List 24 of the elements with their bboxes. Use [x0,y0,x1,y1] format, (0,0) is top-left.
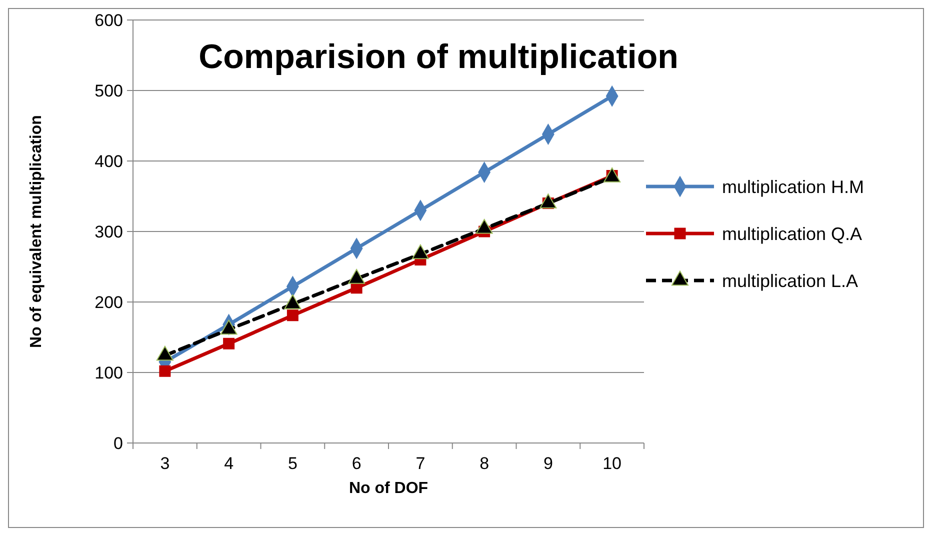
x-axis-title: No of DOF [348,480,428,497]
y-tick-label: 500 [94,81,123,100]
legend-label: multiplication H.M [722,176,864,197]
y-tick-label: 0 [114,434,123,453]
y-tick-label: 200 [94,292,123,312]
y-tick-label: 600 [94,10,123,30]
y-axis-title: No of equivalent multiplication [28,115,45,348]
x-tick-label: 9 [543,454,553,473]
legend-label: multiplication Q.A [722,224,862,244]
x-tick-label: 8 [480,454,490,473]
x-tick-label: 10 [602,454,622,473]
x-tick-label: 6 [352,454,362,473]
point [223,338,235,350]
x-tick-label: 7 [416,454,426,473]
x-tick-label: 5 [288,454,298,473]
x-tick-label: 3 [160,454,170,473]
y-tick-label: 400 [94,152,123,171]
point [286,310,298,322]
legend-label: multiplication L.A [722,270,858,291]
y-tick-label: 300 [94,222,123,242]
y-tick-label: 100 [94,363,123,382]
text: Comparision of multiplication [198,38,678,76]
point [159,365,171,377]
x-tick-label: 4 [224,454,234,473]
